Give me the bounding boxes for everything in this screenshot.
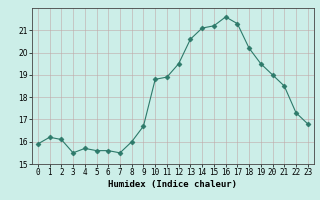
X-axis label: Humidex (Indice chaleur): Humidex (Indice chaleur) xyxy=(108,180,237,189)
